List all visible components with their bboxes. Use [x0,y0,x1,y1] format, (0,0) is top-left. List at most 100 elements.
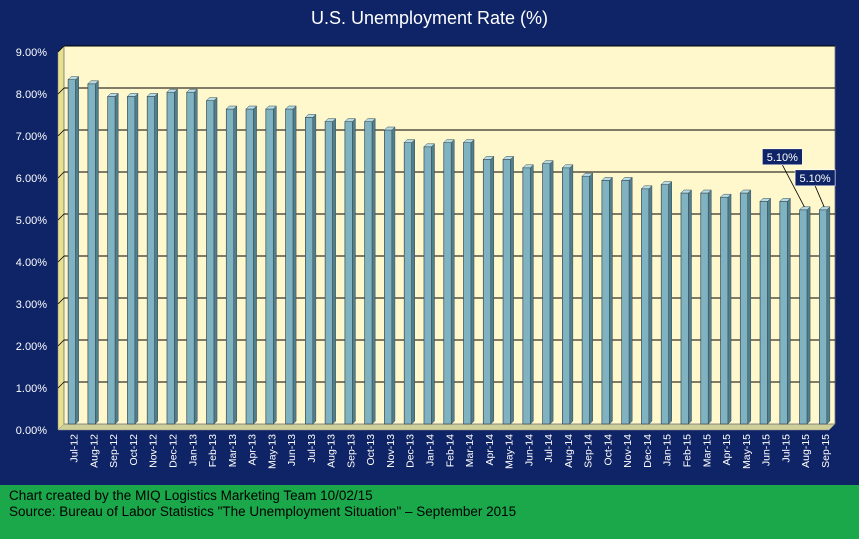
bar-face [206,100,215,425]
bar-top [284,105,297,110]
bar-face [799,209,808,425]
bar [107,92,119,425]
y-tick-label: 8.00% [16,89,47,101]
x-tick-label: Oct-14 [602,434,614,466]
bar-side [451,138,455,425]
y-tick-label: 9.00% [16,47,47,59]
bar-top [225,105,238,110]
bar-top [304,114,317,118]
bar-side [332,117,336,425]
bar-face [581,175,590,425]
x-tick-label: May-15 [741,434,753,469]
bar-top [265,105,277,110]
bar-face [305,117,314,425]
x-tick-label: Oct-13 [365,434,377,466]
x-tick-label: Dec-13 [405,434,417,468]
x-tick-label: Jan-15 [662,434,674,466]
x-tick-label: Aug-13 [326,434,338,468]
x-tick-label: Feb-15 [682,434,694,467]
bar-side [549,159,554,425]
bar [779,197,791,425]
footer-source-line: Source: Bureau of Labor Statistics "The … [9,504,517,519]
bar-face [482,159,492,425]
bar-face [403,142,413,425]
bar [324,117,337,425]
x-tick-label: Jul-12 [69,434,81,463]
bar-chart: 0.00% 1.00% 2.00% 3.00% 4.00% 5.00% 6.00% 7.00%… [16,45,836,469]
bar-top [798,206,811,211]
bar-side [569,164,574,425]
bar-top [700,189,712,194]
annotation-leader [781,164,805,207]
bar-top [146,93,159,97]
bar [640,185,653,425]
bar [423,143,436,425]
bar-face [660,184,670,425]
x-tick-label: Oct-12 [128,434,140,466]
x-tick-label: Jun-15 [761,434,773,466]
bar [265,105,277,425]
annotation-box [762,148,803,166]
gridline-wall [57,87,65,95]
bar-face [720,196,729,425]
gridline-wall [57,339,65,347]
bar-top [502,156,515,160]
bar-face [680,192,689,425]
y-tick-label: 3.00% [16,299,47,311]
y-tick-label: 6.00% [16,173,47,185]
bar [818,206,831,425]
bar-side [470,138,475,425]
bar-side [628,176,633,425]
bar-side [490,155,495,425]
bar [462,138,475,425]
bar-top [581,172,594,177]
y-tick-label: 7.00% [16,131,47,143]
bar-top [423,143,436,148]
y-tick-label: 5.00% [16,215,47,227]
bar-side [134,92,139,425]
bar [225,105,238,425]
bar [541,159,554,425]
bar-side [174,88,178,425]
bar-top [383,126,396,131]
bar [205,96,218,425]
bar-top [561,164,574,169]
bar [284,105,297,425]
bar-face [186,91,195,425]
bar-face [621,180,630,425]
bar [443,138,455,425]
bar-face [443,142,452,425]
bar-side [154,92,158,425]
gridline-wall [57,255,65,263]
bar-side [213,96,218,425]
bar-face [107,96,116,425]
bar-side [95,80,99,425]
footer-credits: Chart created by the MIQ Logistics Marke… [0,485,859,539]
bar-face [146,96,156,425]
bar-top [779,198,791,202]
bar-side [292,105,297,425]
bar [403,138,416,425]
bar-face [779,201,788,425]
bar [522,164,534,425]
annotation-label: 5.10% [800,173,831,185]
bar-face [384,129,393,425]
bar-face [739,192,749,425]
bar [502,155,515,425]
footer-credit-line: Chart created by the MIQ Logistics Marke… [9,488,373,503]
bar-top [126,93,139,97]
bar-top [364,118,376,122]
x-tick-label: Jul-14 [543,434,555,463]
x-tick-label: Feb-14 [444,434,456,467]
bar-face [502,159,511,425]
bar [739,189,752,425]
bar-top [186,88,198,93]
x-tick-label: Jan-13 [187,434,199,466]
bar-top [166,88,179,93]
x-tick-label: Dec-12 [168,434,180,468]
bar-side [668,180,672,425]
x-tick-label: Feb-13 [207,434,219,467]
bar-face [423,146,432,425]
bar-side [114,92,119,425]
bar-top [818,206,831,211]
